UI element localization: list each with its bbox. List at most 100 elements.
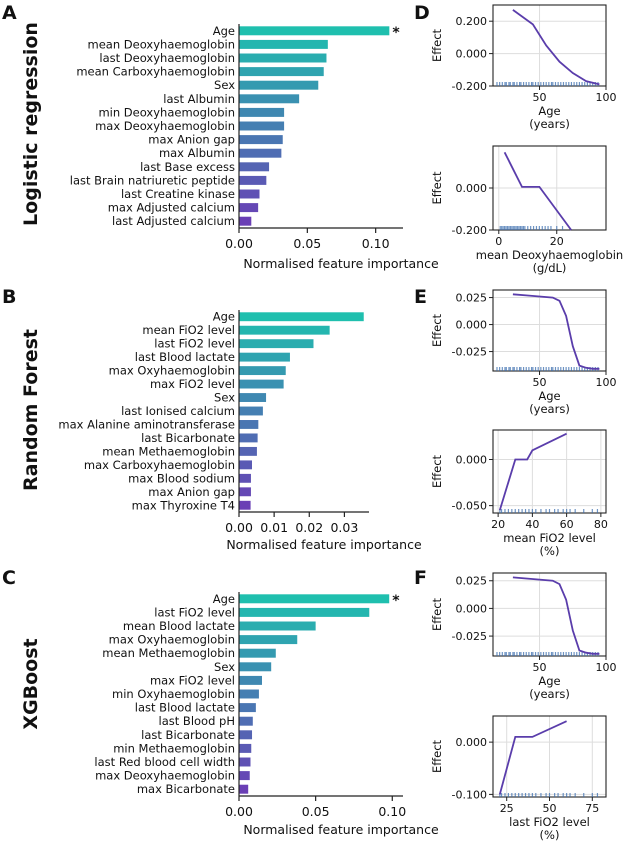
category-label: last Creatine kinase	[121, 187, 235, 201]
category-label: min Methaemoglobin	[113, 741, 235, 755]
category-label: max Alanine aminotransferase	[58, 417, 235, 431]
category-label: last Blood pH	[159, 714, 235, 728]
bar	[239, 39, 328, 49]
category-label: mean Blood lactate	[123, 619, 235, 633]
bar	[239, 216, 252, 226]
y-tick-label: -0.200	[452, 224, 487, 237]
category-label: max Carboxyhaemoglobin	[84, 458, 235, 472]
bar	[239, 393, 267, 402]
x-tick-label: 0.00	[225, 236, 253, 251]
category-label: last FiO2 level	[154, 337, 235, 351]
effect-line	[512, 293, 600, 370]
x-tick-label: 60	[560, 518, 574, 531]
category-label: Age	[213, 24, 235, 38]
x-tick-label: 0.00	[225, 804, 253, 819]
category-label: last FiO2 level	[154, 605, 235, 619]
y-axis-label: Effect	[430, 454, 444, 488]
category-label: last Ionised calcium	[121, 404, 235, 418]
x-tick-label: 50	[543, 802, 557, 815]
x-tick-label: 0.10	[362, 236, 390, 251]
effect-line	[498, 720, 567, 795]
bar	[239, 53, 327, 63]
category-label: Sex	[214, 660, 235, 674]
category-label: mean Carboxyhaemoglobin	[76, 65, 235, 79]
row-label-random-forest: Random Forest	[20, 329, 42, 491]
bar	[239, 339, 314, 349]
x-tick-label: 25	[500, 802, 514, 815]
x-axis-label: mean FiO2 level	[503, 531, 596, 545]
x-axis-label: Normalised feature importance	[243, 822, 439, 837]
bar	[239, 460, 252, 470]
bar	[239, 635, 298, 645]
x-tick-label: 0.03	[330, 520, 358, 535]
bar	[239, 662, 272, 672]
x-tick-label: 20	[491, 518, 505, 531]
bar	[239, 107, 285, 117]
bar	[239, 730, 253, 740]
x-axis-label: Age	[538, 104, 560, 118]
bar	[239, 121, 285, 131]
bar	[239, 757, 251, 767]
effect-plot-lr-age: 50 100 -0.200 0.000 0.200 Age(years) Effect	[430, 4, 617, 131]
significance-marker: *	[392, 25, 400, 41]
y-tick-label: -0.100	[452, 788, 487, 801]
category-label: max Blood sodium	[128, 471, 235, 485]
effect-plot-rf-fio2: 20 40 60 80 -0.050 0.000 mean FiO2 level(%) Eff…	[430, 429, 608, 558]
bar	[239, 26, 390, 36]
y-tick-label: 0.000	[456, 182, 488, 195]
x-tick-label: 0.00	[225, 520, 253, 535]
x-tick-label: 50	[533, 661, 547, 674]
x-axis-unit: (years)	[529, 402, 570, 416]
bar	[239, 594, 390, 604]
x-axis-label: mean Deoxyhaemoglobin	[476, 248, 623, 262]
y-tick-label: 0.000	[456, 602, 488, 615]
category-label: Age	[213, 310, 235, 324]
x-tick-label: 0.05	[302, 804, 330, 819]
bar	[239, 703, 256, 713]
bar	[239, 771, 250, 781]
y-tick-label: 0.000	[456, 454, 488, 467]
bar	[239, 406, 263, 416]
bar	[239, 175, 267, 185]
x-axis-unit: (%)	[540, 544, 560, 558]
effect-line	[498, 432, 567, 511]
y-tick-label: 0.000	[456, 48, 488, 61]
category-label: max Deoxyhaemoglobin	[95, 119, 235, 133]
x-axis-label: last FiO2 level	[509, 815, 590, 829]
significance-marker: *	[392, 593, 400, 609]
x-tick-label: 80	[594, 518, 608, 531]
x-tick-label: 40	[525, 518, 539, 531]
bar	[239, 743, 252, 753]
category-label: last Bicarbonate	[141, 431, 235, 445]
x-tick-label: 0.05	[293, 236, 321, 251]
y-tick-label: 0.200	[456, 15, 488, 28]
category-label: max Albumin	[159, 146, 235, 160]
effect-plot-rf-age: 50 100 -0.025 0.000 0.025 Age(years) Effect	[430, 289, 617, 416]
bar	[239, 433, 258, 443]
x-axis-unit: (g/dL)	[533, 261, 567, 275]
x-axis-label: Age	[538, 674, 560, 688]
x-tick-label: 20	[550, 235, 564, 248]
bar	[239, 420, 259, 429]
category-label: last Blood lactate	[135, 350, 235, 364]
category-label: max FiO2 level	[150, 673, 235, 687]
category-label: min Deoxyhaemoglobin	[98, 105, 235, 119]
category-label: max Deoxyhaemoglobin	[95, 769, 235, 783]
bar	[239, 325, 330, 335]
y-tick-label: 0.000	[456, 736, 488, 749]
x-tick-label: 100	[596, 661, 617, 674]
category-label: last Red blood cell width	[94, 755, 235, 769]
y-axis-label: Effect	[430, 313, 444, 347]
category-label: mean Methaemoglobin	[102, 646, 235, 660]
category-label: last Adjusted calcium	[112, 214, 235, 228]
effect-plot-lr-deoxyhaemoglobin: 0 20 -0.200 0.000 mean Deoxyhaemoglobin(g/dL…	[430, 145, 623, 275]
category-label: last Base excess	[140, 160, 235, 174]
y-axis-label: Effect	[430, 28, 444, 62]
bar	[239, 473, 251, 483]
bar	[239, 446, 257, 456]
category-label: max Anion gap	[148, 485, 235, 499]
y-axis-label: Effect	[430, 171, 444, 205]
